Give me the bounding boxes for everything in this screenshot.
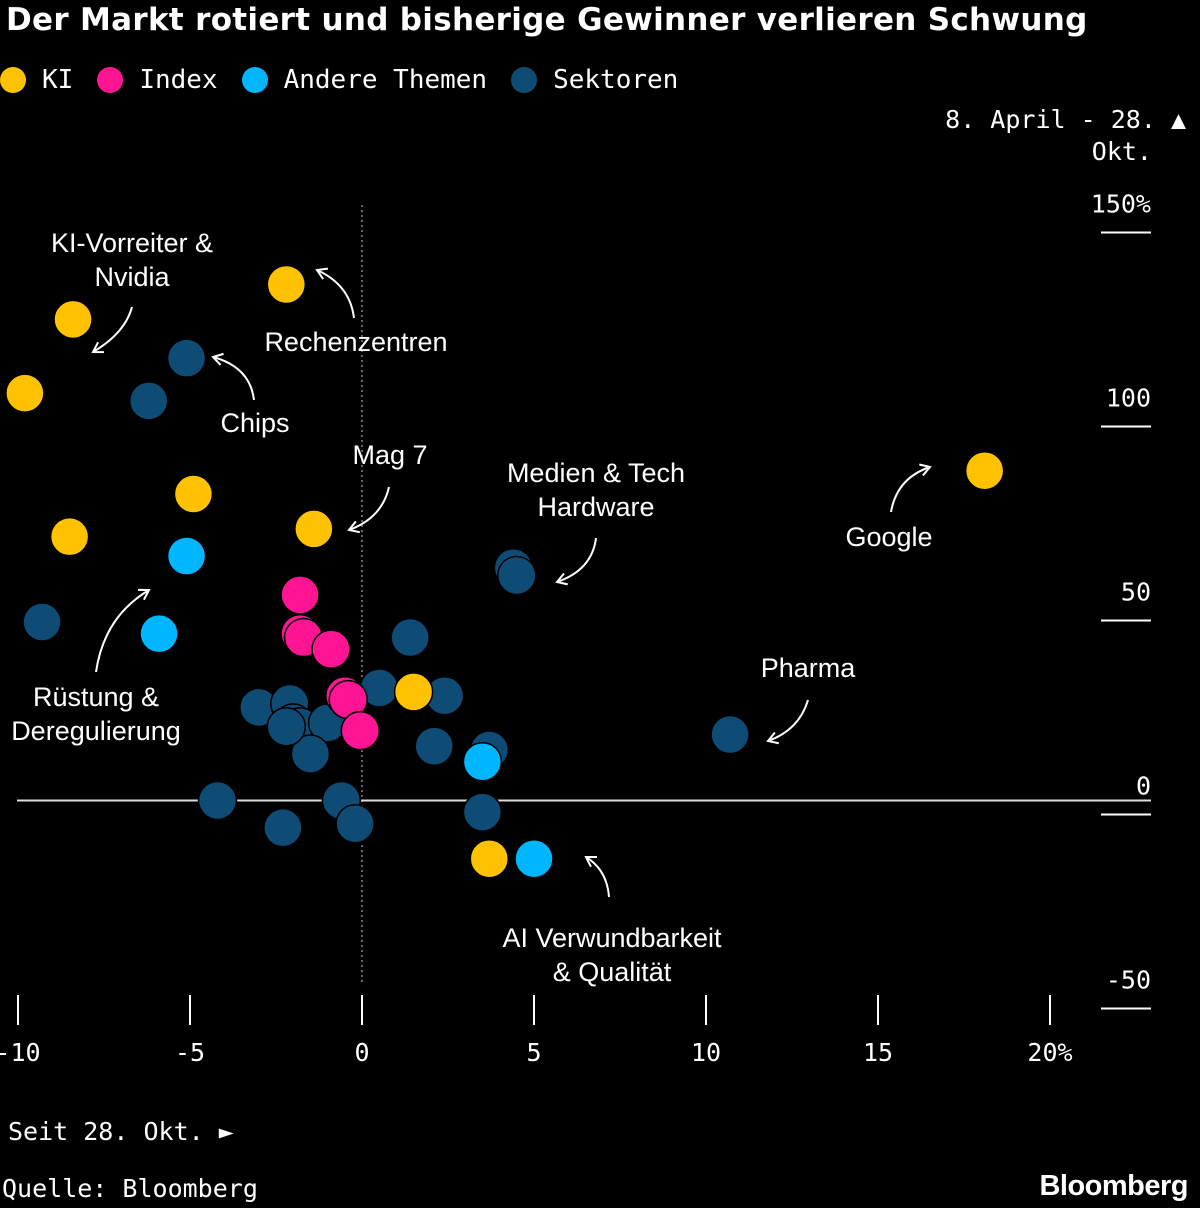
y-range-line2: Okt. <box>1091 137 1152 166</box>
annotation-arrow-icon <box>95 589 150 673</box>
legend-item-andere-themen: Andere Themen <box>241 65 488 95</box>
legend-dot-icon <box>241 67 268 93</box>
up-arrow-icon: ▲ <box>1170 105 1186 134</box>
legend-dot-icon <box>0 67 26 93</box>
point-ki <box>964 450 1005 491</box>
legend-item-index: Index <box>97 65 218 95</box>
annotation-mag-7: Mag 7 <box>352 440 427 470</box>
annotation-google: Google <box>845 522 932 552</box>
point-ki <box>49 516 90 557</box>
point-sektoren <box>22 602 62 642</box>
annotation-medien-tech: Medien & Tech Hardware <box>507 458 685 522</box>
annotation-arrow-icon <box>585 856 610 898</box>
point-sektoren <box>197 780 238 821</box>
annotation-arrow-icon <box>767 699 809 742</box>
chart-title: Der Markt rotiert und bisherige Gewinner… <box>6 2 1088 38</box>
point-andere-themen <box>514 838 554 879</box>
point-ki <box>469 838 510 879</box>
annotation-pharma: Pharma <box>761 653 857 683</box>
point-andere-themen <box>139 613 179 654</box>
x-tick-label: 5 <box>526 1038 541 1067</box>
annotation-arrow-icon <box>92 306 133 353</box>
legend-dot-icon <box>511 67 538 93</box>
point-sektoren <box>390 617 430 658</box>
legend-label: Index <box>139 65 218 95</box>
arrowhead-icon <box>766 731 779 745</box>
arrowhead-icon <box>91 341 105 354</box>
x-axis-range-note: Seit 28. Okt. ► <box>8 1117 234 1146</box>
annotation-arrow-icon <box>890 466 931 513</box>
legend-item-ki: KI <box>0 65 73 95</box>
point-ki <box>294 509 334 549</box>
point-ki <box>173 474 214 514</box>
x-tick-label: 20% <box>1027 1038 1072 1067</box>
arrowhead-icon <box>315 267 329 280</box>
point-sektoren <box>266 707 307 747</box>
annotation-ai-verwundbarkeit: AI Verwundbarkeit & Qualität <box>502 923 722 987</box>
annotation-arrow-icon <box>556 537 597 583</box>
y-tick-label: 50 <box>1121 578 1151 607</box>
annotation-rechenzentren: Rechenzentren <box>264 327 447 357</box>
x-tick-label: 10 <box>691 1038 721 1067</box>
x-tick-label: 15 <box>863 1038 893 1067</box>
point-sektoren <box>166 338 207 378</box>
arrowhead-icon <box>919 463 932 477</box>
point-index <box>280 575 320 615</box>
arrowhead-icon <box>584 855 598 868</box>
legend-dot-icon <box>97 67 124 93</box>
point-andere-themen <box>462 741 503 782</box>
y-tick-label: 0 <box>1136 772 1151 801</box>
y-tick-label: -50 <box>1106 966 1151 995</box>
annotation-ruestung: Rüstung & Deregulierung <box>11 682 181 746</box>
x-tick-label: -10 <box>0 1038 41 1067</box>
point-ki <box>393 672 434 712</box>
point-sektoren <box>414 726 454 766</box>
point-index <box>340 710 381 751</box>
point-sektoren <box>335 804 375 844</box>
annotation-arrow-icon <box>348 486 390 531</box>
annotation-arrow-icon <box>212 356 255 401</box>
x-tick-label: 0 <box>354 1038 369 1067</box>
point-sektoren <box>497 555 537 596</box>
legend-label: Andere Themen <box>283 65 488 95</box>
y-tick-label: 100 <box>1106 384 1151 413</box>
arrowhead-icon <box>137 588 151 601</box>
y-axis-range-note: 8. April - 28. ▲ Okt. <box>945 104 1186 168</box>
point-sektoren <box>128 381 169 421</box>
x-tick-label: -5 <box>175 1038 205 1067</box>
legend-label: Sektoren <box>553 65 679 95</box>
point-ki <box>5 373 45 413</box>
point-ki <box>266 264 307 305</box>
point-sektoren <box>290 734 331 774</box>
point-sektoren <box>710 714 750 755</box>
legend-item-sektoren: Sektoren <box>511 65 678 95</box>
legend-label: KI <box>42 65 74 95</box>
point-sektoren <box>462 792 503 832</box>
arrowhead-icon <box>347 520 360 534</box>
arrowhead-icon <box>211 352 224 366</box>
source-note: Quelle: Bloomberg <box>2 1174 258 1203</box>
point-index <box>311 629 351 669</box>
point-andere-themen <box>166 536 207 576</box>
annotation-chips: Chips <box>220 408 289 438</box>
legend: KI Index Andere Themen Sektoren <box>0 62 702 98</box>
y-tick-label: 150% <box>1091 190 1151 219</box>
y-range-line1: 8. April - 28. <box>945 105 1156 134</box>
bloomberg-logo: Bloomberg <box>1039 1170 1188 1202</box>
point-sektoren <box>263 807 303 848</box>
annotation-arrow-icon <box>316 269 355 319</box>
arrowhead-icon <box>555 572 568 586</box>
annotation-ki-vorreiter: KI-Vorreiter & Nvidia <box>51 228 213 292</box>
point-ki <box>53 299 93 340</box>
